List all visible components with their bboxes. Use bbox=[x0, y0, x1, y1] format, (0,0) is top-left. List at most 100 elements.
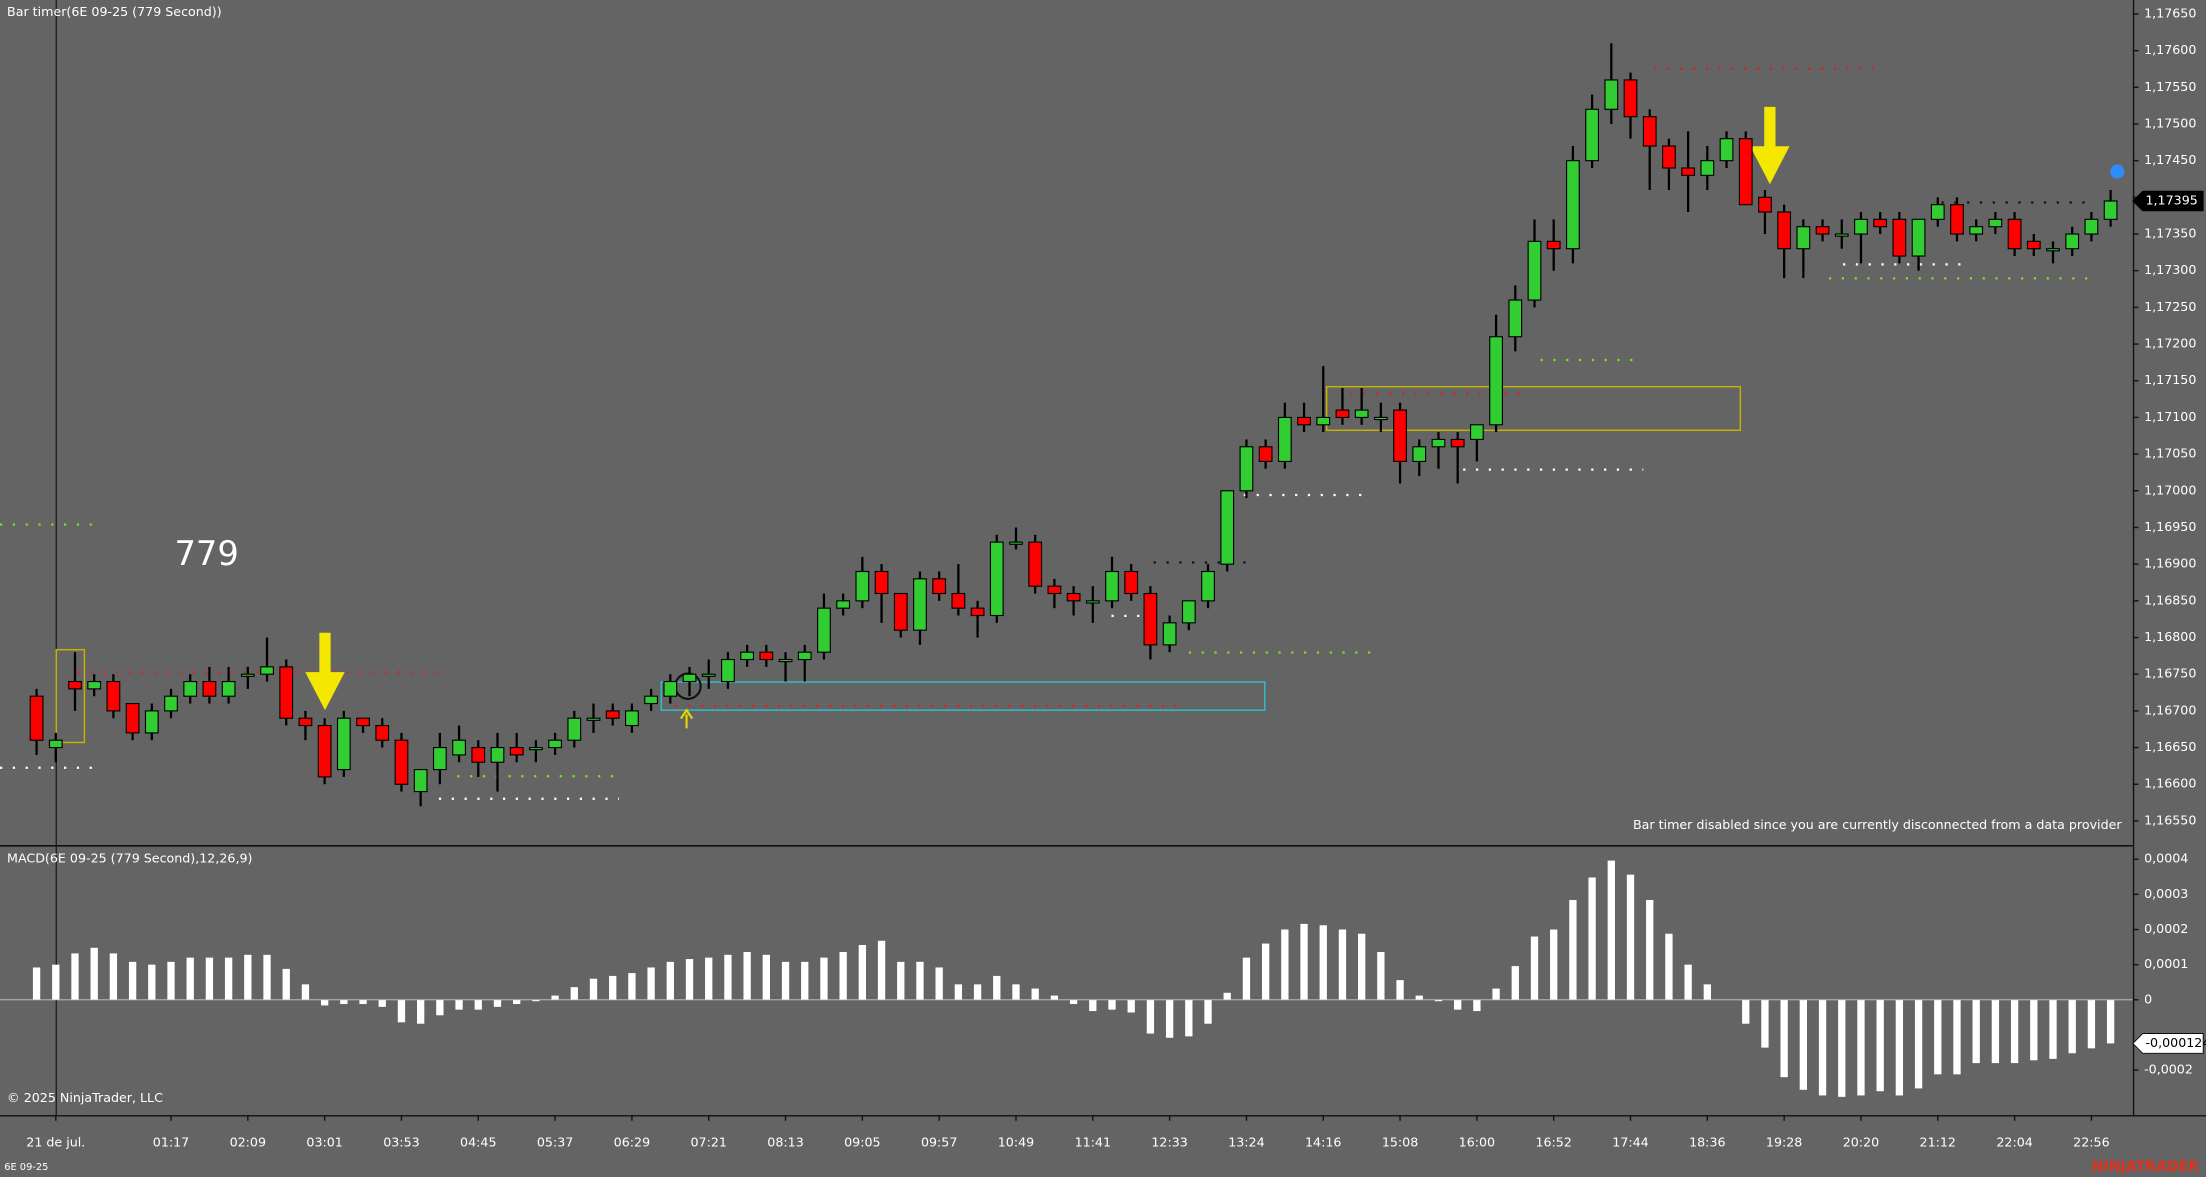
macd-bar bbox=[1646, 899, 1654, 1000]
macd-bar bbox=[781, 961, 790, 1000]
x-tick-label: 07:21 bbox=[690, 1135, 726, 1150]
x-tick-label: 15:08 bbox=[1382, 1135, 1418, 1150]
candle-body bbox=[1181, 600, 1196, 624]
candle-body bbox=[817, 607, 831, 653]
candle-body bbox=[1047, 585, 1062, 595]
candle-body bbox=[1009, 541, 1023, 545]
candle-body bbox=[1469, 424, 1484, 441]
candle-body bbox=[1815, 226, 1830, 235]
y-tick-label: 1,16650 bbox=[2144, 739, 2196, 754]
candle-body bbox=[1700, 160, 1715, 176]
copyright: © 2025 NinjaTrader, LLC bbox=[7, 1090, 163, 1105]
macd-bar bbox=[1838, 999, 1846, 1097]
candle-body bbox=[913, 578, 927, 631]
macd-bar bbox=[1511, 966, 1519, 1000]
macd-bar bbox=[2106, 999, 2115, 1044]
macd-bar bbox=[1895, 999, 1904, 1096]
candle-body bbox=[1277, 416, 1292, 463]
macd-bar bbox=[743, 952, 751, 1000]
y-tick-label: 1,17550 bbox=[2144, 79, 2196, 94]
candle-body bbox=[721, 658, 735, 683]
zone-box bbox=[660, 681, 1266, 711]
candle-body bbox=[356, 717, 370, 727]
macd-bar bbox=[263, 954, 271, 1000]
candle-body bbox=[279, 666, 294, 719]
signal-arrow bbox=[1750, 106, 1790, 185]
x-tick-label: 09:57 bbox=[921, 1135, 957, 1150]
macd-bar bbox=[1473, 999, 1481, 1012]
macd-bar bbox=[666, 961, 674, 1000]
zone-box bbox=[55, 648, 86, 744]
candle-body bbox=[1335, 409, 1350, 418]
x-tick-label: 22:04 bbox=[1996, 1135, 2032, 1150]
y-tick-label: 1,16550 bbox=[2144, 812, 2196, 827]
macd-bar bbox=[1069, 999, 1078, 1005]
macd-bar bbox=[1665, 933, 1673, 1000]
macd-bar bbox=[436, 999, 444, 1016]
candle-body bbox=[1834, 233, 1849, 237]
x-tick-label: 10:49 bbox=[998, 1135, 1034, 1150]
macd-bar bbox=[52, 964, 60, 1000]
macd-bar bbox=[897, 961, 905, 1000]
macd-bar bbox=[570, 987, 578, 1000]
x-tick-label: 06:29 bbox=[614, 1135, 650, 1150]
candle-body bbox=[1239, 446, 1254, 492]
y-tick-label: 1,16950 bbox=[2144, 519, 2196, 534]
candle-body bbox=[932, 578, 947, 595]
candle-body bbox=[1969, 226, 1984, 235]
candle-body bbox=[432, 746, 447, 771]
macd-bar bbox=[1550, 929, 1558, 1000]
candle-body bbox=[509, 746, 524, 756]
macd-bar bbox=[858, 944, 867, 1000]
candle-body bbox=[740, 651, 755, 661]
candle-body bbox=[1930, 204, 1945, 220]
y-tick-label: 1,17450 bbox=[2144, 152, 2196, 167]
macd-bar bbox=[916, 961, 924, 1000]
candle-body bbox=[1450, 438, 1465, 448]
candle-body bbox=[2007, 218, 2022, 250]
macd-bar bbox=[301, 984, 310, 1000]
macd-bar bbox=[1991, 999, 2000, 1064]
status-dot bbox=[2110, 164, 2125, 179]
macd-bar bbox=[2087, 999, 2096, 1049]
macd-bar bbox=[820, 957, 828, 1000]
candle-body bbox=[1143, 592, 1158, 646]
x-tick-label: 22:56 bbox=[2073, 1135, 2109, 1150]
candle-body bbox=[1623, 79, 1638, 118]
macd-bar bbox=[589, 978, 598, 1000]
y-tick-label: 1,16700 bbox=[2144, 702, 2196, 717]
candle-body bbox=[663, 680, 678, 697]
x-tick-label: 11:41 bbox=[1075, 1135, 1111, 1150]
macd-bar bbox=[1396, 980, 1404, 1000]
macd-bar bbox=[378, 999, 386, 1007]
x-tick-label: 18:36 bbox=[1689, 1135, 1725, 1150]
macd-bar bbox=[1165, 999, 1174, 1038]
macd-bar bbox=[954, 984, 963, 1000]
macd-bar bbox=[359, 999, 367, 1005]
candle-body bbox=[1796, 226, 1811, 250]
candle-body bbox=[701, 673, 716, 677]
candle-body bbox=[586, 717, 601, 721]
candle-body bbox=[1604, 79, 1619, 110]
x-tick-label: 04:45 bbox=[460, 1135, 496, 1150]
candle-body bbox=[1489, 336, 1503, 426]
macd-bar bbox=[340, 999, 348, 1005]
macd-bar bbox=[455, 999, 463, 1010]
value-marker-label: 1,17395 bbox=[2146, 193, 2198, 208]
y-tick-label: 1,17300 bbox=[2144, 262, 2196, 277]
macd-bar bbox=[1972, 999, 1980, 1064]
macd-bar bbox=[1876, 999, 1884, 1092]
candle-body bbox=[1873, 218, 1888, 228]
x-tick-label: 08:13 bbox=[767, 1135, 803, 1150]
y-tick-label: 1,16600 bbox=[2144, 776, 2196, 791]
macd-bar bbox=[1223, 992, 1231, 1000]
macd-bar bbox=[705, 957, 713, 1000]
candle-body bbox=[471, 746, 486, 763]
y-tick-label: 1,16800 bbox=[2144, 629, 2196, 644]
candle-body bbox=[298, 717, 313, 727]
macd-bar bbox=[2068, 999, 2076, 1054]
macd-bar bbox=[1530, 936, 1539, 1000]
candle-body bbox=[1527, 240, 1542, 301]
